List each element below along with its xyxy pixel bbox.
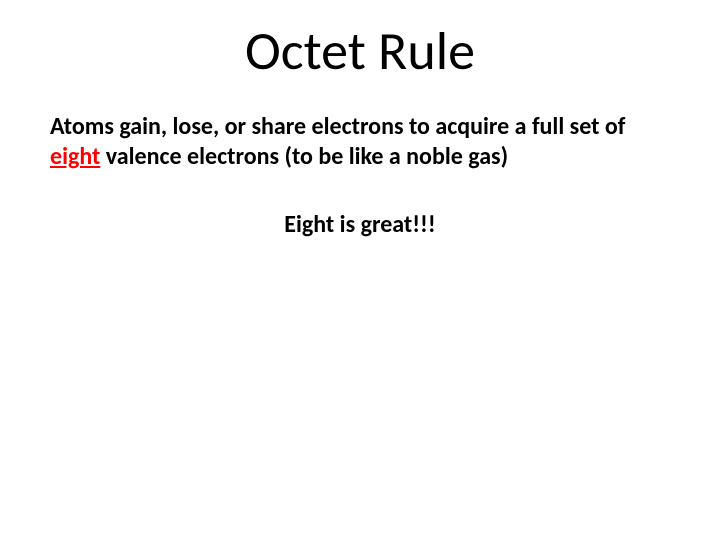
- slide-title: Octet Rule: [0, 0, 720, 84]
- slide-body: Atoms gain, lose, or share electrons to …: [0, 84, 720, 172]
- body-text-pre: Atoms gain, lose, or share electrons to …: [50, 112, 625, 141]
- slide-tagline: Eight is great!!!: [0, 172, 720, 239]
- body-text-post: valence electrons (to be like a noble ga…: [100, 142, 508, 171]
- body-text-highlight: eight: [50, 142, 100, 171]
